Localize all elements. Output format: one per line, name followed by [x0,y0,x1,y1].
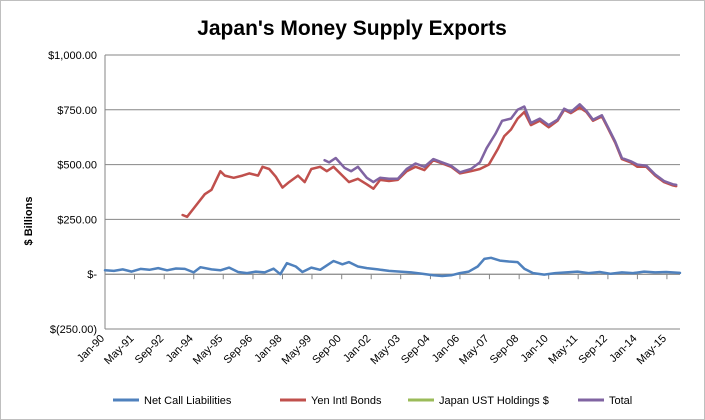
legend-label-0: Net Call Liabilities [144,395,232,407]
x-tick-label: Sep-00 [310,333,344,367]
x-tick-label: Sep-92 [133,333,167,367]
x-tick-label: Jan-98 [252,333,284,365]
legend-label-2: Japan UST Holdings $ [439,395,549,407]
y-tick-label: $500.00 [57,160,97,172]
x-tick-label: Sep-08 [488,333,522,367]
x-tick-labels: Jan-90May-91Sep-92Jan-94May-95Sep-96Jan-… [75,333,669,367]
x-tick-label: May-91 [102,333,136,367]
x-tick-label: May-99 [280,333,314,367]
y-axis-label: $ Billions [23,197,35,246]
x-tick-label: Jan-10 [519,333,551,365]
y-tick-label: $750.00 [57,105,97,117]
chart-title: Japan's Money Supply Exports [197,17,507,40]
y-tick-label: $- [87,269,97,281]
legend: Net Call Liabilities Yen Intl Bonds Japan … [113,395,632,407]
x-tick-label: Sep-04 [399,333,433,367]
series-line-0 [103,256,682,278]
gridlines [105,54,680,330]
legend-label-3: Total [609,395,632,407]
x-tick-label: Sep-96 [222,333,256,367]
y-tick-label: $(250.00) [50,324,97,336]
x-tick-label: May-07 [457,333,491,367]
x-tick-label: Jan-14 [607,333,639,365]
legend-label-1: Yen Intl Bonds [311,395,382,407]
series-lines [103,103,682,278]
x-tick-label: Jan-02 [341,333,373,365]
y-tick-label: $1,000.00 [48,50,97,62]
axes [104,55,680,329]
x-tick-label: May-03 [368,333,402,367]
x-tick-label: Sep-12 [576,333,610,367]
y-tick-label: $250.00 [57,214,97,226]
x-tick-label: Jan-06 [430,333,462,365]
x-tick-label: May-95 [191,333,225,367]
x-tick-label: Jan-94 [164,333,196,365]
series-line-3 [323,103,678,187]
y-tick-labels: $1,000.00 $750.00 $500.00 $250.00 $- $(250.00… [48,50,97,336]
x-tick-label: May-11 [546,333,580,367]
x-tick-label: Jan-90 [75,333,107,365]
x-tick-label: May-15 [635,333,669,367]
